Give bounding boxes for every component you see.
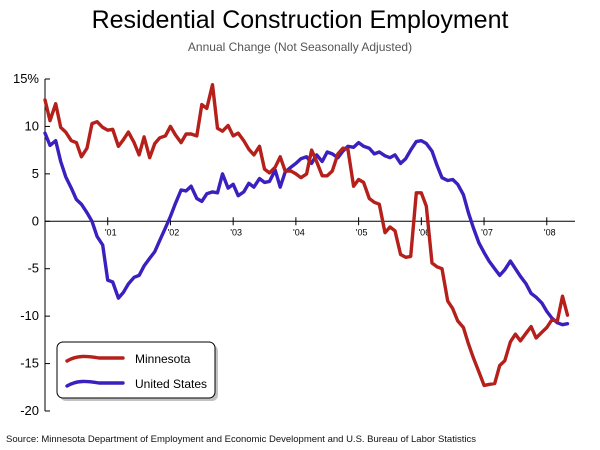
legend-swatch-united-states	[65, 379, 125, 388]
y-tick-label: 5	[32, 166, 39, 181]
legend-label-minnesota: Minnesota	[135, 352, 191, 366]
y-tick-label: -10	[20, 308, 39, 323]
chart-subtitle: Annual Change (Not Seasonally Adjusted)	[187, 40, 413, 54]
axes: 15% 10 5 0 -5 -10 -15 -20 '01 '02 '03 '04 '05 '06 '07 '…	[13, 71, 575, 418]
legend-swatch-minnesota	[65, 354, 125, 363]
legend: Minnesota United States	[56, 341, 218, 401]
legend-label-united-states: United States	[135, 377, 207, 391]
x-tick-label: '05	[356, 227, 368, 237]
x-tick-label: '04	[293, 227, 305, 237]
y-tick-label: -20	[20, 403, 39, 418]
x-tick-label: '06	[418, 227, 430, 237]
series-line-united-states	[43, 131, 570, 327]
source-note: Source: Minnesota Department of Employme…	[6, 434, 476, 445]
y-tick-label: -5	[27, 261, 39, 276]
x-tick-label: '08	[544, 227, 556, 237]
x-tick-label: '01	[105, 227, 117, 237]
x-tick-label: '03	[230, 227, 242, 237]
series-line-minnesota	[43, 82, 570, 388]
x-tick-label: '02	[168, 227, 180, 237]
series-layer	[43, 82, 570, 388]
x-tick-label: '07	[481, 227, 493, 237]
y-tick-label: 0	[32, 213, 39, 228]
y-tick-label: -15	[20, 356, 39, 371]
chart-title: Residential Construction Employment	[91, 6, 509, 34]
y-tick-label: 10	[25, 118, 39, 133]
y-tick-label: 15%	[13, 71, 39, 86]
